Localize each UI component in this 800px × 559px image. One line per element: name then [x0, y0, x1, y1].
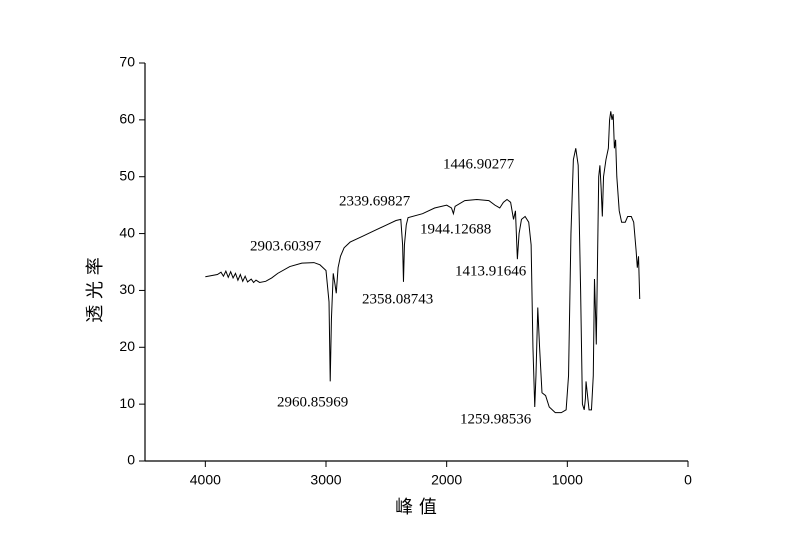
x-tick-label: 3000 [310, 472, 341, 488]
y-tick-label: 0 [127, 452, 135, 468]
y-tick-label: 40 [119, 224, 135, 240]
y-tick-label: 30 [119, 281, 135, 297]
x-tick-label: 2000 [431, 472, 462, 488]
annotation: 2960.85969 [277, 394, 348, 410]
annotation: 2358.08743 [362, 291, 433, 307]
y-axis-label: 透 光 率 [85, 257, 106, 322]
y-tick-label: 70 [119, 54, 135, 70]
annotation: 1259.98536 [460, 411, 532, 427]
annotation: 1413.91646 [455, 263, 527, 279]
annotation: 2903.60397 [250, 238, 322, 254]
y-tick-label: 50 [119, 167, 135, 183]
x-tick-label: 0 [684, 472, 692, 488]
annotation: 1944.12688 [420, 221, 491, 237]
y-tick-label: 10 [119, 395, 135, 411]
y-tick-label: 20 [119, 338, 135, 354]
x-axis-label: 峰 值 [395, 497, 437, 518]
y-tick-label: 60 [119, 111, 135, 127]
annotation: 1446.90277 [443, 156, 515, 172]
x-tick-label: 1000 [552, 472, 583, 488]
annotation: 2339.69827 [339, 193, 411, 209]
spectrum-line [205, 111, 641, 414]
x-tick-label: 4000 [190, 472, 221, 488]
